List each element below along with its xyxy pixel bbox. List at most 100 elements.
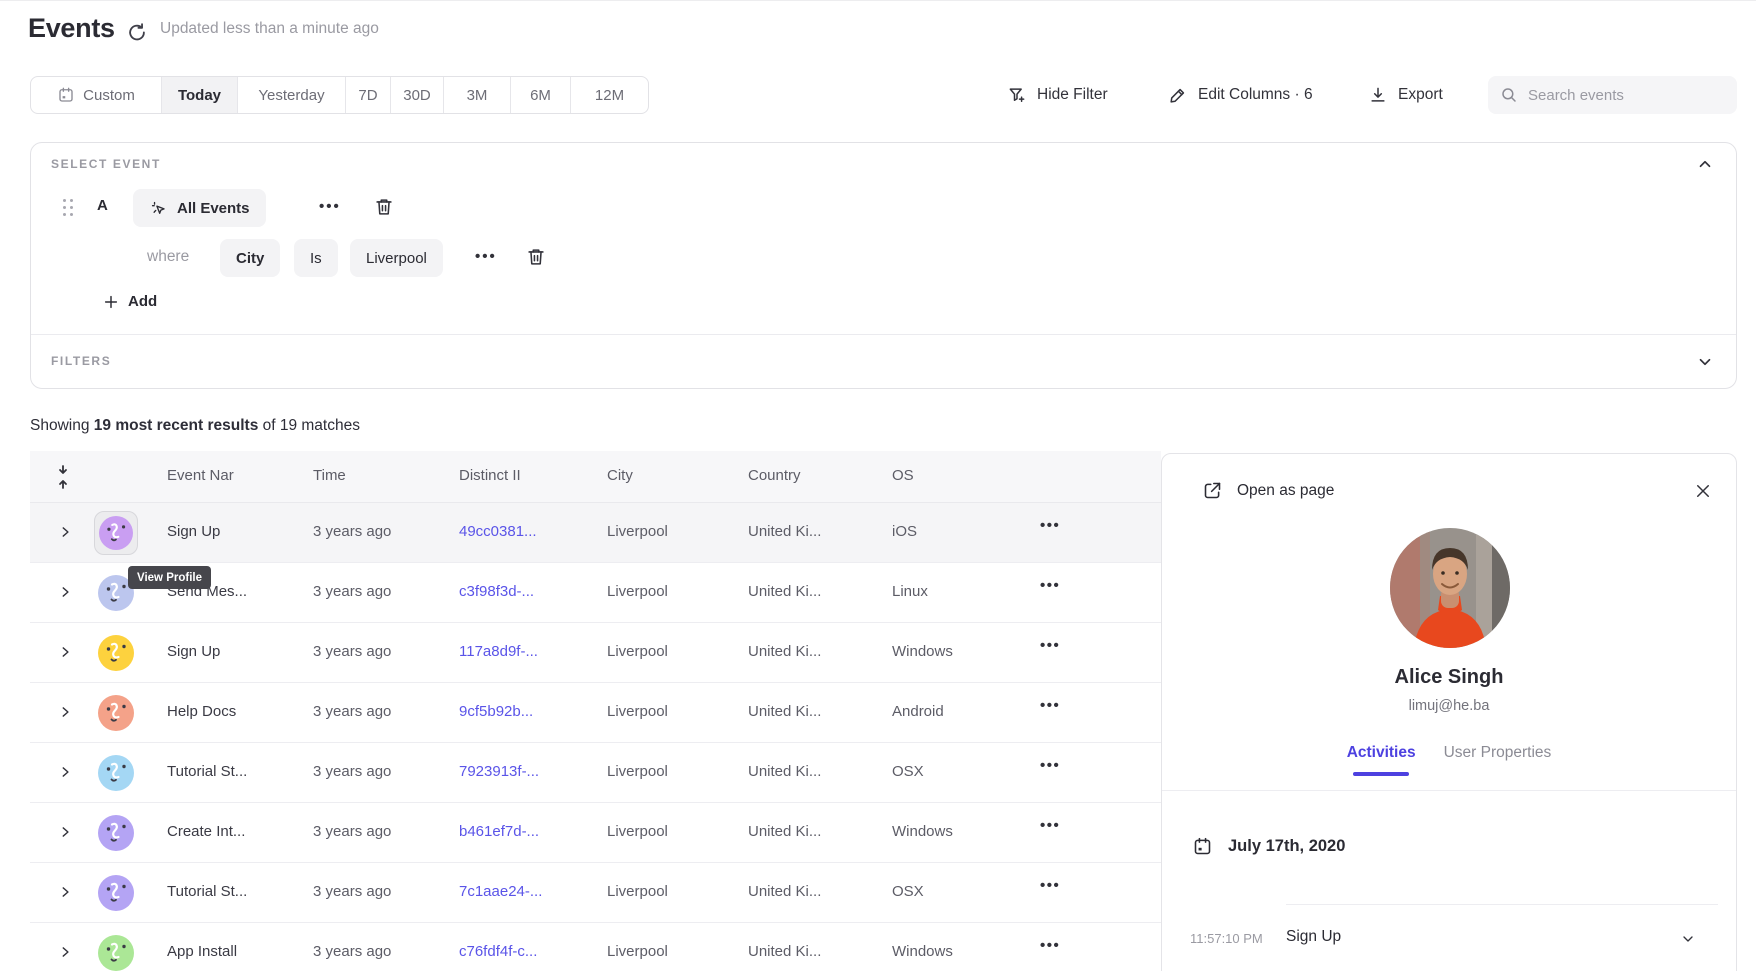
user-avatar[interactable] (98, 875, 134, 911)
row-more-button[interactable]: ••• (1040, 637, 1061, 654)
tab-user-properties[interactable]: User Properties (1443, 744, 1552, 761)
activity-divider (1286, 904, 1718, 905)
refresh-button[interactable] (126, 21, 148, 43)
tab-12m[interactable]: 12M (571, 77, 648, 113)
col-header-time: Time (313, 467, 346, 484)
user-avatar[interactable] (98, 815, 134, 851)
tab-activities[interactable]: Activities (1347, 744, 1416, 776)
edit-columns-button[interactable]: Edit Columns · 6 (1168, 76, 1313, 114)
expand-row-button[interactable] (58, 765, 72, 779)
expand-row-button[interactable] (58, 705, 72, 719)
search-input[interactable] (1528, 86, 1725, 104)
table-row: Sign Up 3 years ago 49cc0381... Liverpoo… (30, 503, 1161, 563)
results-prefix: Showing (30, 417, 94, 434)
cell-time: 3 years ago (313, 823, 392, 840)
user-avatar[interactable] (98, 575, 134, 611)
tab-yesterday[interactable]: Yesterday (238, 77, 346, 113)
export-button[interactable]: Export (1368, 76, 1443, 114)
cell-distinct-id-link[interactable]: 49cc0381... (459, 523, 537, 540)
cell-time: 3 years ago (313, 763, 392, 780)
delete-condition-button[interactable] (525, 246, 547, 268)
profile-email: limuj@he.ba (1408, 698, 1490, 714)
activity-item[interactable]: 11:57:10 PM Sign Up (1162, 905, 1736, 971)
avatar-face-icon (98, 875, 134, 911)
where-label: where (147, 248, 190, 265)
collapse-card-button[interactable] (1696, 155, 1714, 173)
cell-distinct-id-link[interactable]: 117a8d9f-... (459, 643, 538, 660)
tab-6m[interactable]: 6M (511, 77, 571, 113)
expand-row-button[interactable] (58, 885, 72, 899)
add-event-button[interactable]: Add (103, 293, 157, 310)
results-count: 19 most recent results (93, 417, 259, 434)
user-avatar[interactable] (98, 935, 134, 971)
condition-property-chip[interactable]: City (220, 239, 281, 277)
cell-country: United Ki... (748, 703, 822, 720)
cell-distinct-id-link[interactable]: 9cf5b92b... (459, 703, 534, 720)
cell-time: 3 years ago (313, 643, 392, 660)
cell-distinct-id-link[interactable]: 7923913f-... (459, 763, 540, 780)
condition-operator-chip[interactable]: Is (294, 239, 338, 277)
activity-date-row: July 17th, 2020 (1192, 836, 1345, 857)
cell-distinct-id-link[interactable]: c76fdf4f-c... (459, 943, 538, 960)
search-events-box[interactable] (1488, 76, 1737, 114)
tab-today[interactable]: Today (162, 77, 238, 113)
all-events-chip[interactable]: All Events (133, 189, 266, 227)
card-divider (31, 334, 1736, 335)
cell-distinct-id-link[interactable]: 7c1aae24-... (459, 883, 543, 900)
row-more-button[interactable]: ••• (1040, 517, 1061, 534)
user-avatar[interactable] (98, 755, 134, 791)
expand-row-button[interactable] (58, 645, 72, 659)
row-more-button[interactable]: ••• (1040, 697, 1061, 714)
calendar-icon (59, 87, 73, 102)
cell-distinct-id-link[interactable]: c3f98f3d-... (459, 583, 535, 600)
tab-30d[interactable]: 30D (391, 77, 444, 113)
event-more-button[interactable]: ••• (319, 198, 341, 215)
hide-filter-button[interactable]: Hide Filter (1007, 76, 1108, 114)
row-more-button[interactable]: ••• (1040, 577, 1061, 594)
events-table: Event Nar Time Distinct II City Country … (30, 451, 1161, 971)
expand-row-button[interactable] (58, 525, 72, 539)
avatar-face-icon (99, 516, 133, 550)
condition-more-button[interactable]: ••• (475, 248, 497, 265)
plus-icon (104, 295, 118, 308)
condition-value-chip[interactable]: Liverpool (350, 239, 443, 277)
cell-city: Liverpool (607, 523, 668, 540)
col-header-city: City (607, 467, 633, 484)
cell-city: Liverpool (607, 763, 668, 780)
cell-os: OSX (892, 883, 924, 900)
tab-custom[interactable]: Custom (31, 77, 162, 113)
trash-icon (376, 199, 392, 215)
row-more-button[interactable]: ••• (1040, 817, 1061, 834)
expand-row-button[interactable] (58, 825, 72, 839)
delete-event-button[interactable] (373, 196, 395, 218)
user-avatar[interactable] (98, 635, 134, 671)
profile-photo (1390, 528, 1510, 648)
close-panel-button[interactable] (1694, 482, 1712, 500)
open-as-page-button[interactable]: Open as page (1202, 480, 1334, 501)
edit-columns-label: Edit Columns · 6 (1198, 86, 1313, 103)
table-row: Create Int... 3 years ago b461ef7d-... L… (30, 803, 1161, 863)
row-more-button[interactable]: ••• (1040, 937, 1061, 954)
cell-distinct-id-link[interactable]: b461ef7d-... (459, 823, 540, 840)
tab-label: 30D (403, 86, 431, 104)
user-avatar[interactable] (98, 695, 134, 731)
tab-label: Yesterday (258, 86, 325, 104)
expand-row-button[interactable] (58, 585, 72, 599)
collapse-rows-icon[interactable] (56, 464, 70, 490)
tab-7d[interactable]: 7D (346, 77, 391, 113)
expand-row-button[interactable] (58, 945, 72, 959)
drag-handle-icon[interactable] (63, 199, 75, 217)
row-more-button[interactable]: ••• (1040, 877, 1061, 894)
avatar-face-icon (98, 755, 134, 791)
cell-os: Windows (892, 823, 953, 840)
search-icon (1502, 88, 1516, 102)
table-row: Sign Up 3 years ago 117a8d9f-... Liverpo… (30, 623, 1161, 683)
all-events-label: All Events (177, 199, 250, 217)
row-more-button[interactable]: ••• (1040, 757, 1061, 774)
filters-section-toggle[interactable]: FILTERS (31, 335, 1736, 389)
trash-icon (528, 249, 544, 265)
condition-value-label: Liverpool (366, 249, 427, 267)
user-avatar[interactable] (94, 511, 138, 555)
chevron-up-icon (1699, 160, 1711, 168)
tab-3m[interactable]: 3M (444, 77, 511, 113)
